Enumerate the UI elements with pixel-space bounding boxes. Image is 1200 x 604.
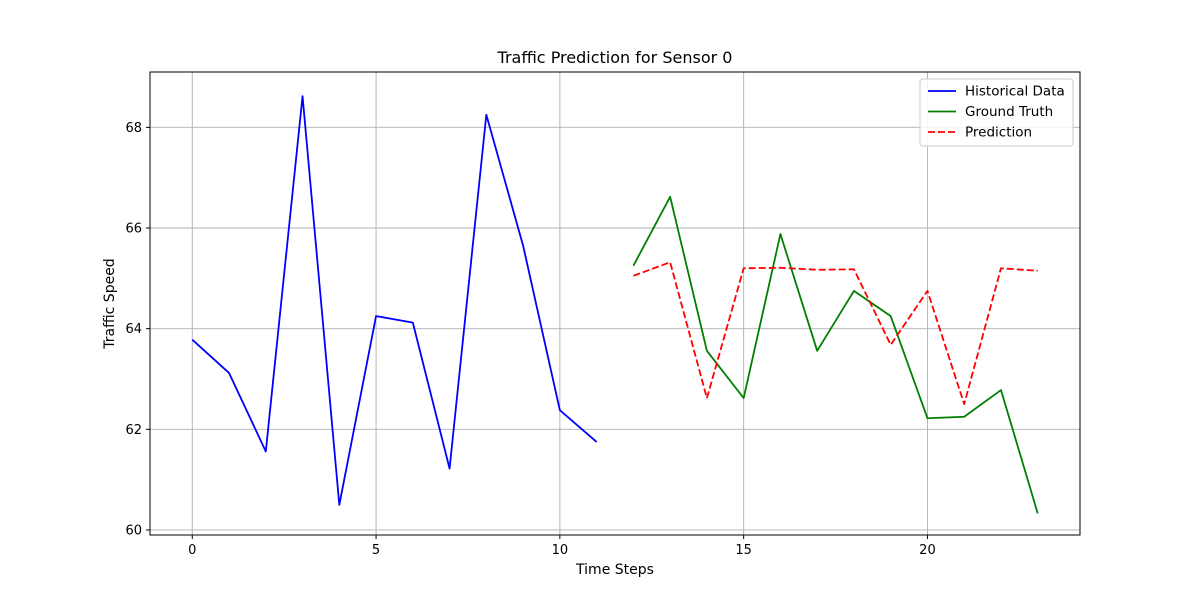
legend-label: Prediction bbox=[965, 125, 1032, 141]
y-tick-label: 68 bbox=[125, 121, 142, 136]
series-line-historical-data bbox=[191, 95, 598, 506]
x-tick-label: 20 bbox=[919, 543, 936, 558]
x-tick-label: 5 bbox=[372, 543, 380, 558]
legend-label: Historical Data bbox=[965, 84, 1065, 100]
series-line-prediction bbox=[633, 261, 1038, 406]
series-line-ground-truth bbox=[632, 195, 1039, 514]
chart-title: Traffic Prediction for Sensor 0 bbox=[497, 48, 733, 67]
y-tick-label: 66 bbox=[125, 222, 142, 237]
legend: Historical Data Ground Truth Prediction bbox=[919, 78, 1074, 147]
y-tick-label: 62 bbox=[125, 423, 142, 438]
legend-box bbox=[919, 78, 1074, 147]
x-tick-label: 15 bbox=[735, 543, 752, 558]
y-tick-label: 60 bbox=[125, 523, 142, 538]
legend-label: Ground Truth bbox=[965, 104, 1053, 120]
x-axis-label: Time Steps bbox=[575, 562, 654, 578]
y-tick-label: 64 bbox=[125, 322, 142, 337]
x-tick-label: 0 bbox=[188, 543, 196, 558]
plot-frame bbox=[149, 71, 1081, 536]
x-tick-label: 10 bbox=[552, 543, 569, 558]
y-axis-label: Traffic Speed bbox=[102, 258, 118, 349]
tick-layer: 0 5 10 15 20 60 62 64 66 68 bbox=[125, 121, 935, 558]
series-layer bbox=[191, 95, 1039, 514]
